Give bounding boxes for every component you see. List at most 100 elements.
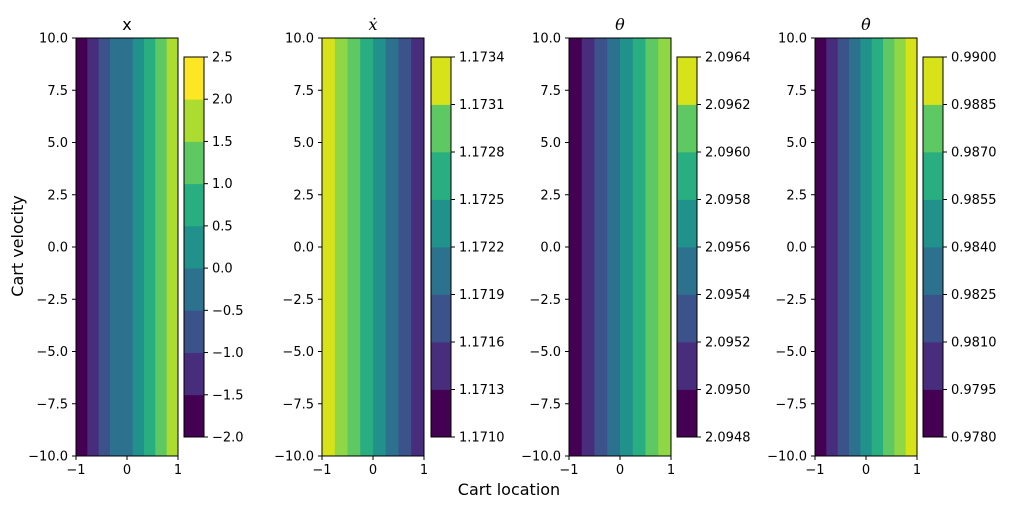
- colorbar-segment: [431, 294, 451, 343]
- contour-band: [826, 38, 839, 456]
- contour-band: [322, 38, 336, 456]
- colorbar-tick-label: 2.0952: [705, 336, 751, 351]
- colorbar-tick-label: 2.0956: [705, 241, 751, 256]
- contour-band: [76, 38, 88, 456]
- colorbar-segment: [431, 57, 451, 105]
- y-tick-label: 10.0: [532, 32, 561, 47]
- y-tick-label: −2.5: [529, 293, 561, 308]
- y-tick-label: −10.0: [274, 450, 314, 465]
- colorbar-segment: [431, 342, 451, 390]
- x-tick-label: −1: [312, 463, 331, 478]
- colorbar-tick-label: 2.0960: [705, 146, 751, 161]
- contour-band: [883, 38, 895, 456]
- y-tick-label: 5.0: [540, 136, 561, 151]
- colorbar-tick-label: 1.1728: [459, 146, 505, 161]
- contour-band: [360, 38, 374, 456]
- contour-band: [398, 38, 412, 456]
- contour-band: [632, 38, 646, 456]
- contour-band: [132, 38, 145, 456]
- y-tick-label: 7.5: [293, 84, 314, 99]
- x-tick-label: −1: [559, 463, 578, 478]
- colorbar-tick-label: 1.5: [212, 135, 233, 150]
- contour-band: [155, 38, 168, 456]
- colorbar-tick-label: 2.0962: [705, 98, 751, 113]
- y-tick-label: 2.5: [47, 188, 68, 203]
- colorbar-segment: [677, 389, 697, 438]
- contour-band: [620, 38, 634, 456]
- colorbar-segment: [184, 225, 204, 269]
- y-tick-label: 0.0: [540, 241, 561, 256]
- colorbar-tick-label: 0.9825: [951, 288, 997, 303]
- colorbar-segment: [677, 199, 697, 248]
- y-tick-label: 7.5: [540, 84, 561, 99]
- colorbar-segment: [677, 342, 697, 390]
- colorbar-segment: [923, 104, 943, 153]
- y-tick-label: 2.5: [293, 188, 314, 203]
- x-tick-label: 0: [123, 463, 131, 478]
- contour-band: [144, 38, 156, 456]
- colorbar-tick-label: 2.0948: [705, 431, 751, 446]
- x-tick-label: 0: [862, 463, 870, 478]
- y-tick-label: 7.5: [786, 84, 807, 99]
- colorbar-tick-label: 1.1716: [459, 336, 505, 351]
- colorbar-tick-label: 1.1713: [459, 383, 505, 398]
- colorbar-tick-label: 0.9870: [951, 146, 997, 161]
- colorbar-tick-label: 1.1710: [459, 431, 505, 446]
- x-tick-label: 0: [369, 463, 377, 478]
- colorbar-segment: [923, 342, 943, 390]
- panels: 10.07.55.02.50.0−2.5−5.0−7.5−10.0−1 0 1x2.…: [28, 15, 996, 478]
- x-axis-label: Cart location: [458, 480, 560, 499]
- colorbar-tick-label: 0.9810: [951, 336, 997, 351]
- contour-band: [860, 38, 873, 456]
- colorbar-tick-label: 1.1731: [459, 98, 505, 113]
- colorbar-tick-label: 2.0: [212, 93, 233, 108]
- panel-title: θ̇: [861, 15, 871, 34]
- y-tick-label: 0.0: [293, 241, 314, 256]
- contour-band: [411, 38, 425, 456]
- colorbar-tick-label: 0.9885: [951, 98, 997, 113]
- y-tick-label: 0.0: [786, 241, 807, 256]
- x-tick-label: 1: [174, 463, 182, 478]
- colorbar-segment: [923, 294, 943, 343]
- colorbar-segment: [184, 394, 204, 438]
- colorbar-tick-label: 0.5: [212, 219, 233, 234]
- contour-band: [594, 38, 608, 456]
- colorbar-tick-label: 1.1722: [459, 241, 505, 256]
- y-tick-label: −7.5: [529, 397, 561, 412]
- contour-band: [871, 38, 884, 456]
- panel-1: 10.0 7.5 5.0 2.5 0.0 −2.5 −5.0 −7.5 −10.0−1 0 1 x 2.…: [28, 15, 243, 478]
- x-tick-label: 1: [420, 463, 428, 478]
- colorbar-segment: [923, 152, 943, 200]
- x-tick-label: 1: [667, 463, 675, 478]
- contour-band: [121, 38, 134, 456]
- y-tick-label: 2.5: [786, 188, 807, 203]
- contour-band: [645, 38, 659, 456]
- colorbar-segment: [677, 57, 697, 105]
- colorbar-segment: [431, 104, 451, 153]
- colorbar-tick-label: −1.0: [212, 346, 244, 361]
- colorbar-tick-label: 0.9840: [951, 241, 997, 256]
- contour-band: [815, 38, 827, 456]
- colorbar-segment: [184, 268, 204, 311]
- y-tick-label: −2.5: [282, 293, 314, 308]
- contour-band: [373, 38, 387, 456]
- panel-title: θ: [615, 15, 625, 34]
- colorbar-segment: [431, 389, 451, 438]
- colorbar-tick-label: −1.5: [212, 388, 244, 403]
- contour-band: [837, 38, 850, 456]
- colorbar-tick-label: 0.0: [212, 262, 233, 277]
- y-tick-label: −7.5: [282, 397, 314, 412]
- colorbar-segment: [184, 310, 204, 353]
- colorbar-segment: [431, 152, 451, 200]
- y-tick-label: −7.5: [775, 397, 807, 412]
- y-tick-label: −5.0: [282, 345, 314, 360]
- contour-band: [894, 38, 907, 456]
- contour-band: [87, 38, 100, 456]
- colorbar-tick-label: 0.9780: [951, 431, 997, 446]
- colorbar-tick-label: 2.0958: [705, 193, 751, 208]
- colorbar-tick-label: 1.0: [212, 177, 233, 192]
- y-tick-label: −5.0: [775, 345, 807, 360]
- colorbar-segment: [677, 104, 697, 153]
- contour-band: [98, 38, 111, 456]
